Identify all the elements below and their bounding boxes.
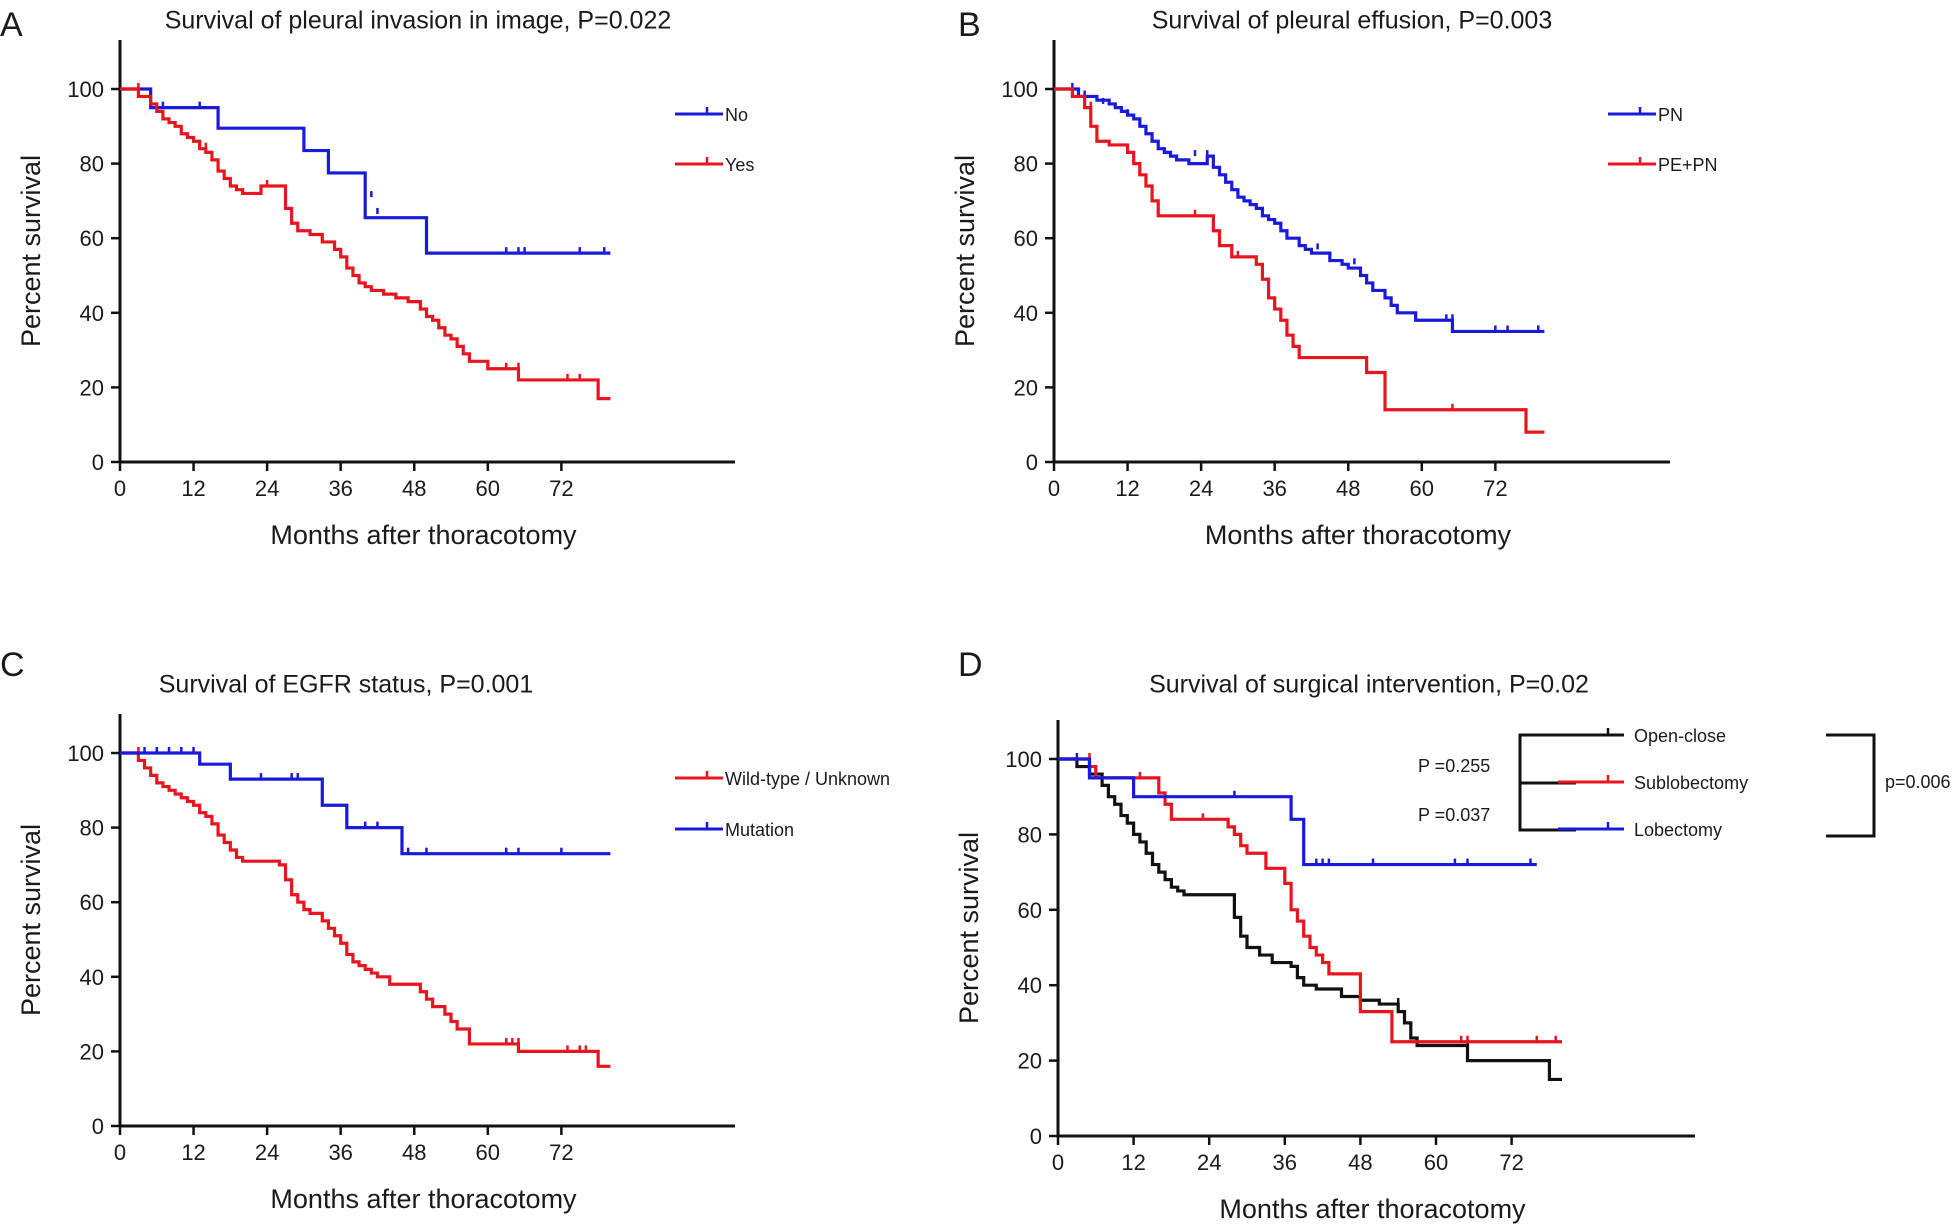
y-tick-label: 20: [1014, 375, 1038, 400]
x-tick-label: 0: [114, 1140, 126, 1165]
legend-label: Open-close: [1634, 726, 1726, 746]
x-axis-label: Months after thoracotomy: [1219, 1194, 1526, 1224]
x-tick-label: 48: [1336, 476, 1360, 501]
y-tick-label: 60: [1014, 226, 1038, 251]
y-axis-label: Percent survival: [954, 832, 984, 1024]
x-tick-label: 12: [1121, 1150, 1145, 1175]
legend-label: Sublobectomy: [1634, 773, 1748, 793]
x-tick-label: 12: [181, 1140, 205, 1165]
survival-curve: [1058, 757, 1562, 1082]
panel-letter: B: [958, 6, 981, 44]
legend-label: PN: [1658, 105, 1683, 125]
survival-curve: [120, 751, 611, 1068]
x-tick-label: 60: [476, 476, 500, 501]
legend-label: PE+PN: [1658, 155, 1718, 175]
panel-a: A Survival of pleural invasion in image,…: [0, 6, 754, 550]
x-axis-label: Months after thoracotomy: [270, 1184, 577, 1214]
x-tick-label: 36: [328, 1140, 352, 1165]
legend-label: Wild-type / Unknown: [725, 769, 890, 789]
x-tick-label: 24: [1189, 476, 1213, 501]
x-tick-label: 36: [1262, 476, 1286, 501]
survival-curve: [120, 87, 611, 401]
y-axis-label: Percent survival: [16, 824, 46, 1016]
y-tick-label: 20: [80, 1039, 104, 1064]
y-tick-label: 40: [80, 965, 104, 990]
x-tick-label: 72: [1499, 1150, 1523, 1175]
survival-curve: [1058, 757, 1562, 1044]
survival-curve: [1054, 87, 1545, 434]
chart-title: Survival of EGFR status, P=0.001: [159, 671, 533, 699]
y-tick-label: 40: [1014, 301, 1038, 326]
x-tick-label: 36: [328, 476, 352, 501]
x-tick-label: 72: [549, 1140, 573, 1165]
legend-label: Yes: [725, 155, 754, 175]
x-axis-label: Months after thoracotomy: [1205, 520, 1512, 550]
pvalue-open-vs-sub: P =0.255: [1418, 756, 1490, 776]
legend-label: No: [725, 105, 748, 125]
panel-letter: A: [0, 6, 23, 44]
y-tick-label: 40: [1018, 973, 1042, 998]
y-tick-label: 60: [80, 226, 104, 251]
y-tick-label: 0: [92, 1114, 104, 1139]
y-tick-label: 80: [80, 152, 104, 177]
y-tick-label: 60: [1018, 898, 1042, 923]
x-tick-label: 24: [255, 476, 279, 501]
x-tick-label: 24: [255, 1140, 279, 1165]
chart-title: Survival of pleural effusion, P=0.003: [1152, 7, 1553, 35]
y-tick-label: 0: [1026, 450, 1038, 475]
pvalue-open-vs-lob: p=0.006: [1885, 772, 1951, 792]
x-tick-label: 12: [1115, 476, 1139, 501]
y-tick-label: 0: [92, 450, 104, 475]
y-tick-label: 80: [1014, 152, 1038, 177]
x-tick-label: 72: [1483, 476, 1507, 501]
pvalue-brackets: [1518, 733, 1876, 838]
y-tick-label: 100: [1001, 77, 1038, 102]
chart-title: Survival of pleural invasion in image, P…: [165, 7, 672, 35]
y-axis-label: Percent survival: [16, 155, 46, 347]
x-axis-label: Months after thoracotomy: [270, 520, 577, 550]
panel-letter: C: [0, 646, 25, 684]
survival-curve: [1058, 757, 1537, 867]
y-tick-label: 20: [80, 375, 104, 400]
chart-title: Survival of surgical intervention, P=0.0…: [1149, 671, 1589, 699]
x-tick-label: 60: [476, 1140, 500, 1165]
y-tick-label: 100: [67, 77, 104, 102]
x-tick-label: 0: [1052, 1150, 1064, 1175]
x-tick-label: 24: [1197, 1150, 1221, 1175]
x-tick-label: 12: [181, 476, 205, 501]
x-tick-label: 36: [1273, 1150, 1297, 1175]
x-tick-label: 60: [1410, 476, 1434, 501]
x-tick-label: 0: [114, 476, 126, 501]
y-tick-label: 60: [80, 890, 104, 915]
survival-curve: [1054, 87, 1545, 334]
x-tick-label: 48: [402, 1140, 426, 1165]
y-tick-label: 20: [1018, 1049, 1042, 1074]
survival-curve: [120, 751, 611, 856]
y-axis-label: Percent survival: [950, 155, 980, 347]
x-tick-label: 60: [1424, 1150, 1448, 1175]
y-tick-label: 40: [80, 301, 104, 326]
y-tick-label: 80: [80, 816, 104, 841]
y-tick-label: 80: [1018, 822, 1042, 847]
survival-curve: [120, 87, 611, 255]
x-tick-label: 0: [1048, 476, 1060, 501]
x-tick-label: 48: [1348, 1150, 1372, 1175]
y-tick-label: 100: [1005, 747, 1042, 772]
panel-c: C Survival of EGFR status, P=0.001 0 12 24 3…: [0, 646, 890, 1214]
panel-d: D P =0.255 P =0.037 p=0.006 Survival of …: [954, 646, 1951, 1224]
x-tick-label: 72: [549, 476, 573, 501]
y-tick-label: 0: [1030, 1124, 1042, 1149]
y-tick-label: 100: [67, 741, 104, 766]
panel-b: B Survival of pleural effusion, P=0.003 0…: [950, 6, 1718, 550]
x-tick-label: 48: [402, 476, 426, 501]
legend-label: Mutation: [725, 820, 794, 840]
panel-letter: D: [958, 646, 983, 684]
pvalue-sub-vs-lob: P =0.037: [1418, 805, 1490, 825]
legend-label: Lobectomy: [1634, 820, 1722, 840]
